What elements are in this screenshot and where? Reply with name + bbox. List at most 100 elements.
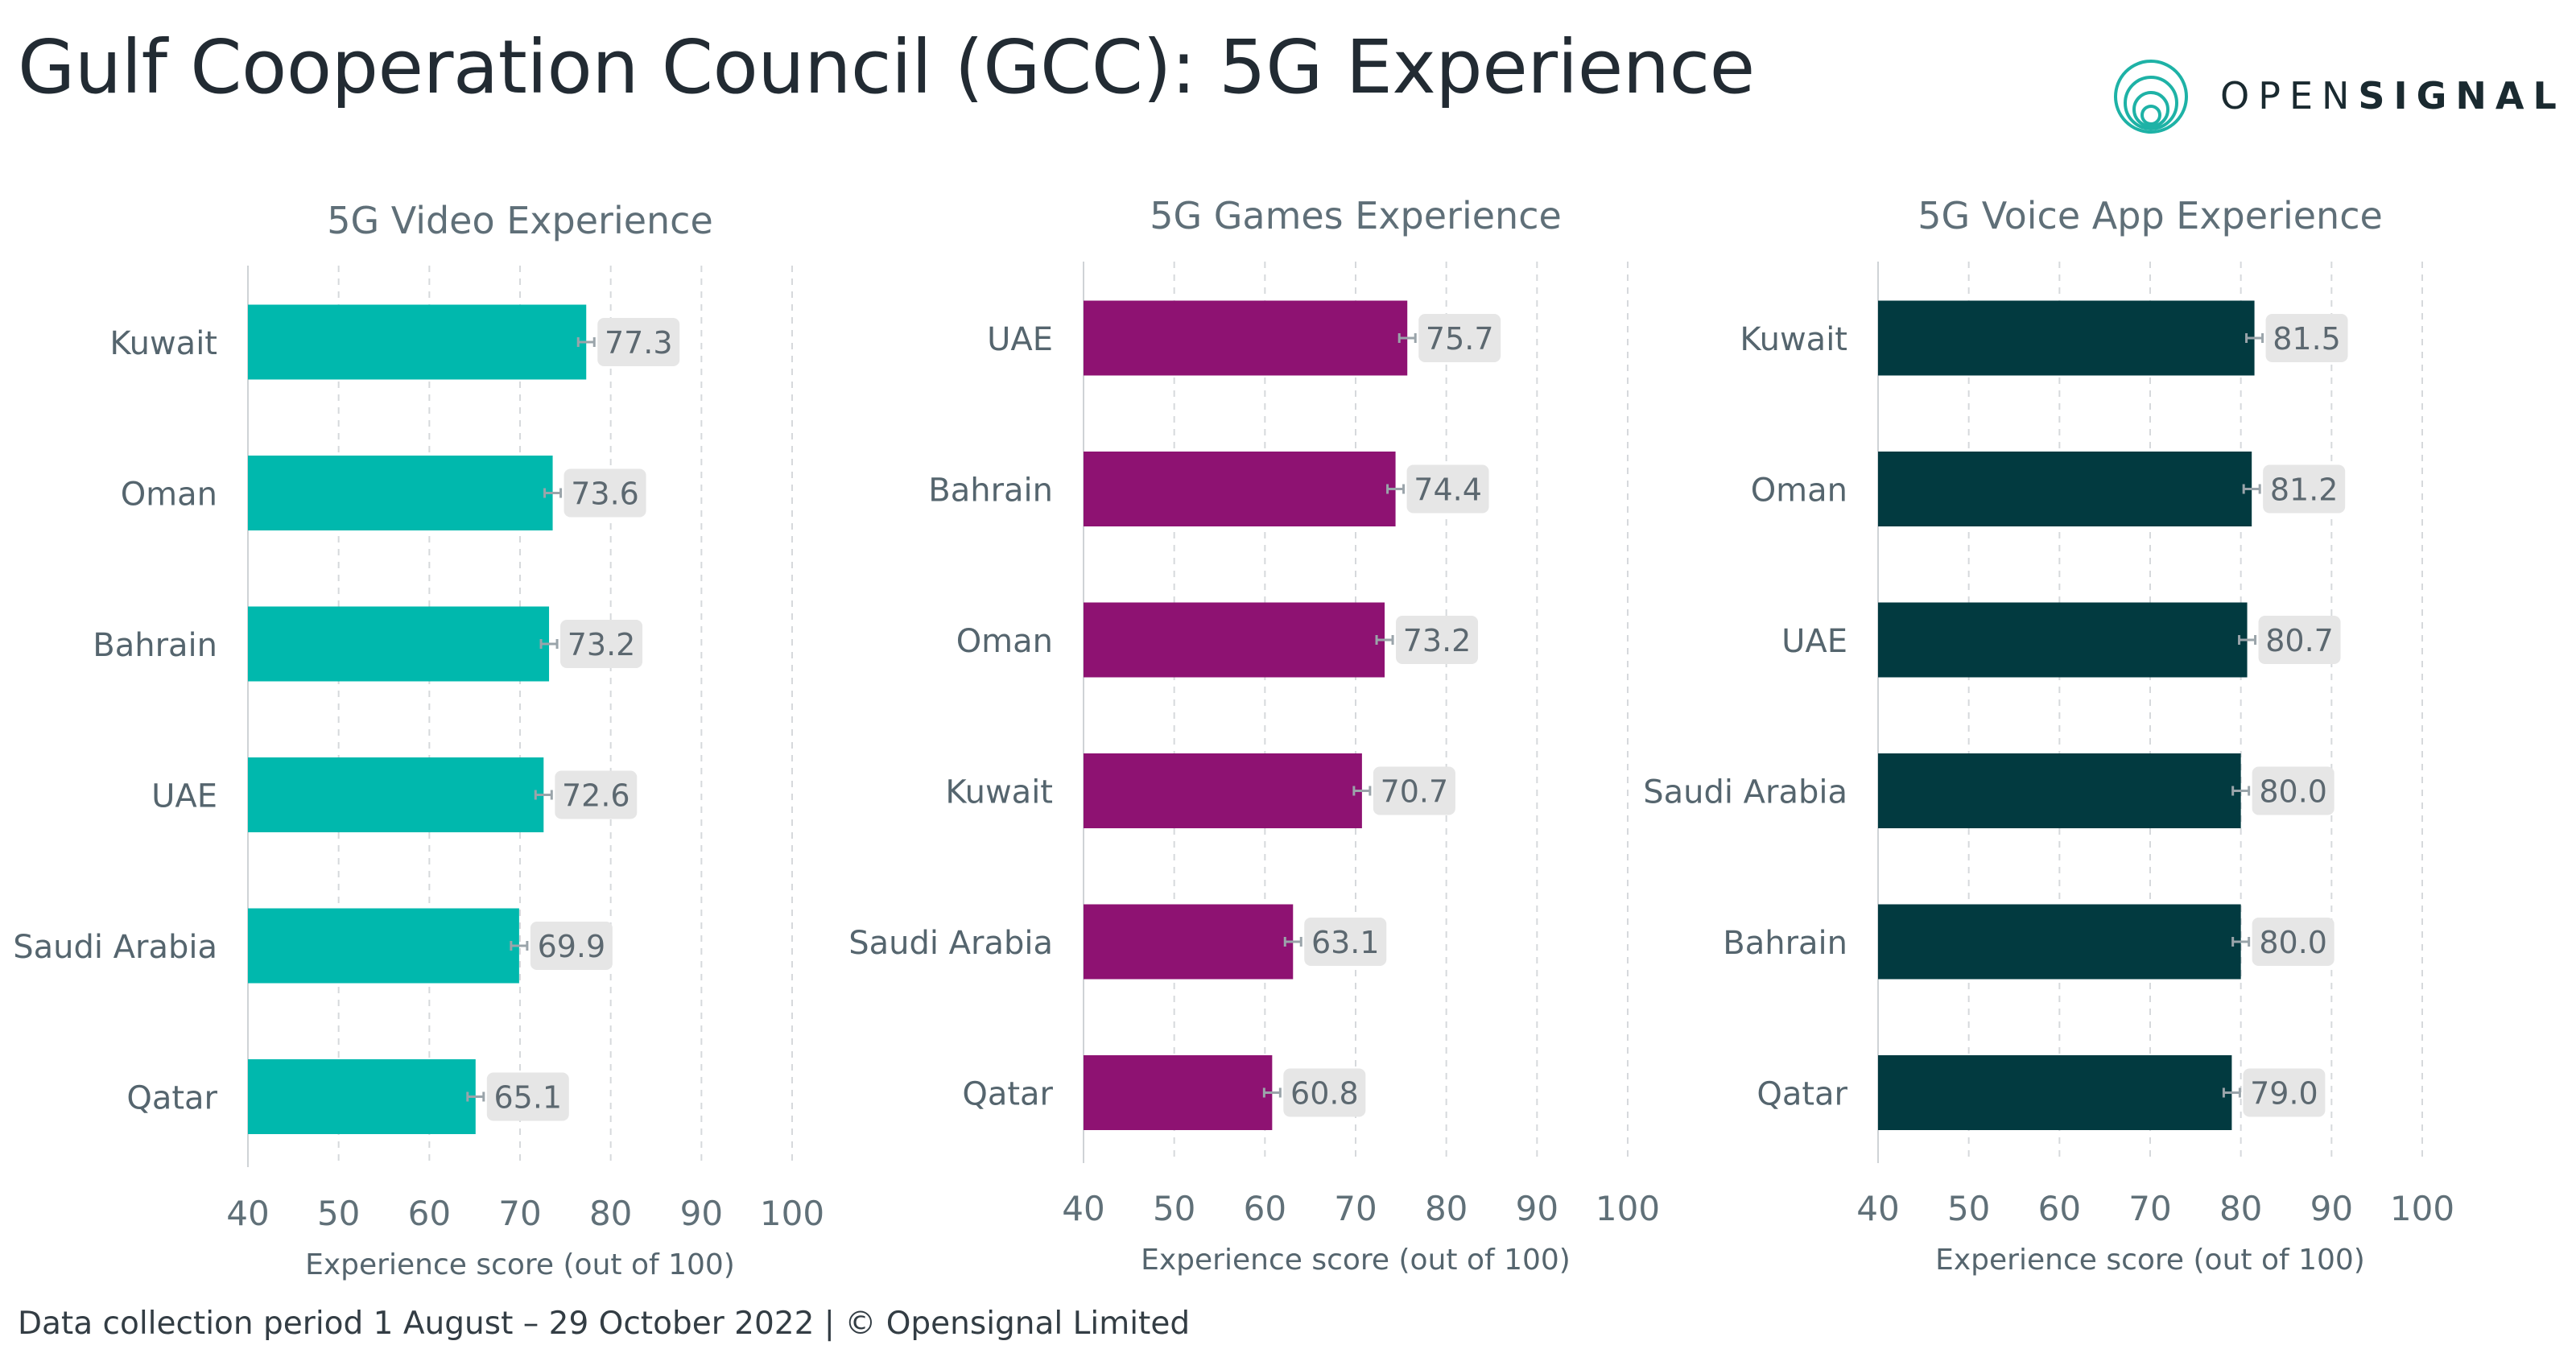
value-label: 69.9 bbox=[538, 929, 606, 964]
value-label: 72.6 bbox=[562, 778, 630, 814]
value-label: 70.7 bbox=[1381, 774, 1449, 810]
bar bbox=[1878, 300, 2255, 376]
category-label: Bahrain bbox=[93, 627, 217, 664]
value-label-box bbox=[2265, 314, 2348, 362]
x-tick-label: 100 bbox=[760, 1194, 824, 1233]
value-label: 80.0 bbox=[2259, 925, 2327, 960]
value-label-box bbox=[530, 922, 613, 970]
value-label: 79.0 bbox=[2250, 1076, 2318, 1112]
bar bbox=[248, 908, 519, 984]
bar bbox=[248, 757, 544, 832]
value-label-box bbox=[1373, 766, 1455, 815]
x-tick-label: 60 bbox=[1244, 1189, 1286, 1228]
x-tick-label: 40 bbox=[1856, 1189, 1899, 1228]
value-label: 73.2 bbox=[568, 627, 636, 662]
chart-title: 5G Games Experience bbox=[1150, 194, 1562, 237]
category-label: UAE bbox=[1781, 623, 1847, 660]
x-tick-label: 70 bbox=[2128, 1189, 2171, 1228]
value-label-box bbox=[2252, 766, 2334, 815]
x-tick-label: 50 bbox=[1947, 1189, 1990, 1228]
x-tick-label: 80 bbox=[1425, 1189, 1468, 1228]
value-label-box bbox=[1406, 464, 1489, 514]
value-label-box bbox=[2243, 1068, 2326, 1117]
x-tick-label: 40 bbox=[226, 1194, 269, 1233]
x-tick-label: 80 bbox=[589, 1194, 632, 1233]
chart-title: 5G Video Experience bbox=[327, 199, 713, 242]
value-label: 81.2 bbox=[2270, 472, 2339, 508]
bar bbox=[1878, 602, 2248, 678]
value-label: 65.1 bbox=[493, 1080, 562, 1116]
footer-note: Data collection period 1 August – 29 Oct… bbox=[18, 1306, 1191, 1342]
value-label-box bbox=[2263, 464, 2346, 514]
value-label: 75.7 bbox=[1426, 321, 1494, 357]
x-tick-label: 90 bbox=[680, 1194, 723, 1233]
x-tick-label: 50 bbox=[317, 1194, 360, 1233]
bar bbox=[248, 1059, 476, 1134]
x-tick-label: 80 bbox=[2219, 1189, 2262, 1228]
x-tick-label: 70 bbox=[1334, 1189, 1377, 1228]
value-label-box bbox=[1396, 616, 1479, 664]
x-tick-label: 40 bbox=[1062, 1189, 1104, 1228]
value-label: 80.7 bbox=[2265, 623, 2334, 658]
category-label: Kuwait bbox=[1740, 321, 1847, 358]
category-label: Oman bbox=[1751, 472, 1847, 510]
value-label-box bbox=[560, 620, 643, 668]
value-label-box bbox=[1304, 918, 1387, 966]
value-label-box bbox=[2258, 616, 2341, 664]
bar bbox=[248, 606, 550, 682]
x-tick-label: 60 bbox=[2038, 1189, 2081, 1228]
category-label: Kuwait bbox=[109, 325, 217, 362]
bar bbox=[248, 456, 553, 530]
chart-3: 5G Voice App Experience Kuwait 81.5 Oman 81.… bbox=[1643, 194, 2454, 1277]
category-label: Saudi Arabia bbox=[848, 925, 1053, 962]
bar bbox=[1878, 753, 2241, 828]
x-tick-label: 90 bbox=[1516, 1189, 1558, 1228]
bar bbox=[1878, 904, 2241, 980]
value-label: 81.5 bbox=[2273, 321, 2341, 357]
category-label: Saudi Arabia bbox=[1643, 774, 1847, 811]
value-label-box bbox=[597, 318, 680, 366]
opensignal-logo-icon bbox=[2114, 60, 2188, 134]
x-tick-label: 90 bbox=[2310, 1189, 2353, 1228]
x-tick-label: 100 bbox=[1596, 1189, 1660, 1228]
value-label-box bbox=[564, 468, 646, 518]
value-label: 73.6 bbox=[571, 477, 639, 512]
category-label: Qatar bbox=[1757, 1076, 1847, 1113]
x-axis-title: Experience score (out of 100) bbox=[1935, 1244, 2365, 1277]
bar bbox=[1878, 452, 2252, 526]
value-label-box bbox=[1283, 1068, 1366, 1117]
page-title: Gulf Cooperation Council (GCC): 5G Exper… bbox=[18, 24, 1755, 110]
bar bbox=[1084, 1055, 1273, 1130]
value-label: 60.8 bbox=[1290, 1076, 1359, 1112]
opensignal-wordmark: OPENSIGNAL bbox=[2220, 74, 2566, 118]
value-label: 73.2 bbox=[1403, 623, 1472, 658]
category-label: Bahrain bbox=[1723, 925, 1847, 962]
value-label-box bbox=[486, 1072, 569, 1121]
x-axis-title: Experience score (out of 100) bbox=[1141, 1244, 1571, 1277]
value-label-box bbox=[2252, 918, 2334, 966]
x-tick-label: 100 bbox=[2390, 1189, 2454, 1228]
value-label: 74.4 bbox=[1414, 472, 1482, 508]
opensignal-logo: OPENSIGNAL bbox=[2111, 56, 2562, 137]
x-axis-title: Experience score (out of 100) bbox=[305, 1248, 735, 1281]
value-label: 80.0 bbox=[2259, 774, 2327, 810]
bar bbox=[1084, 753, 1362, 828]
bar bbox=[1084, 452, 1396, 526]
bar bbox=[1084, 300, 1408, 376]
category-label: UAE bbox=[987, 321, 1053, 358]
value-label-box bbox=[555, 770, 638, 819]
category-label: Qatar bbox=[126, 1080, 217, 1117]
category-label: Saudi Arabia bbox=[13, 929, 217, 966]
x-tick-label: 60 bbox=[408, 1194, 451, 1233]
value-label: 63.1 bbox=[1311, 925, 1380, 960]
category-label: Oman bbox=[121, 477, 217, 514]
chart-title: 5G Voice App Experience bbox=[1918, 194, 2383, 237]
chart-1: 5G Video Experience Kuwait 77.3 Oman 73.6 Bah… bbox=[13, 199, 824, 1281]
bar bbox=[248, 304, 587, 380]
bar bbox=[1084, 904, 1294, 980]
category-label: Oman bbox=[956, 623, 1053, 660]
x-tick-label: 70 bbox=[498, 1194, 541, 1233]
value-label-box bbox=[1418, 314, 1501, 362]
chart-2: 5G Games Experience UAE 75.7 Bahrain 74.4 Oma… bbox=[848, 194, 1660, 1277]
